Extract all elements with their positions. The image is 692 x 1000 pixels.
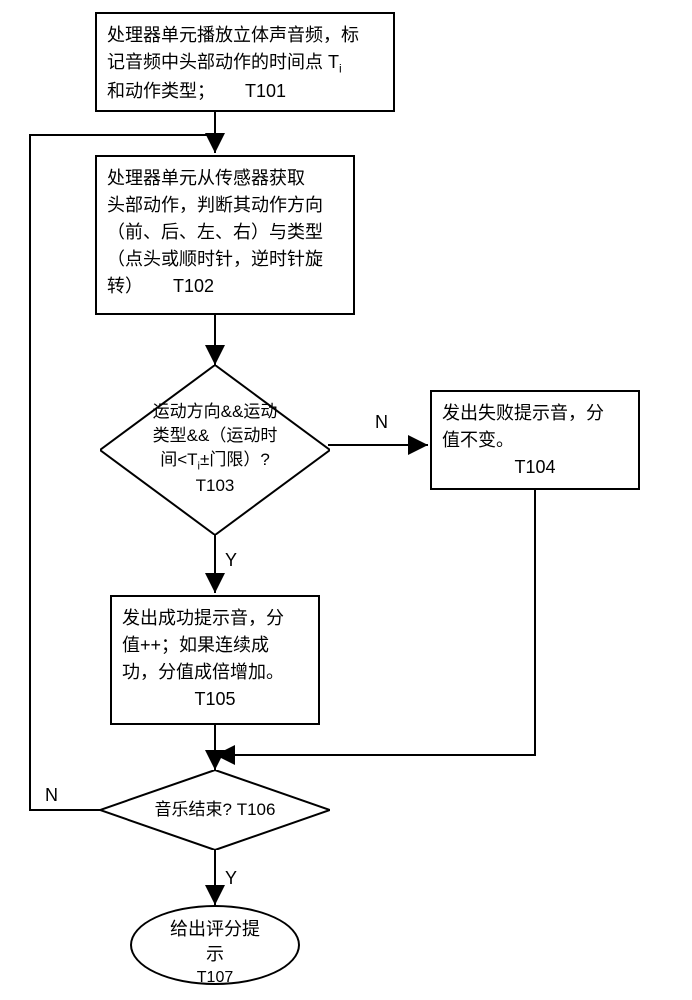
node-t102: 处理器单元从传感器获取 头部动作，判断其动作方向 （前、后、左、右）与类型 （点… (95, 155, 355, 315)
node-t101: 处理器单元播放立体声音频，标 记音频中头部动作的时间点 Ti 和动作类型； T1… (95, 12, 395, 112)
node-t106: 音乐结束? T106 (100, 770, 330, 850)
node-t105: 发出成功提示音，分 值++；如果连续成 功，分值成倍增加。 T105 (110, 595, 320, 725)
t102-l5: 转） (107, 276, 143, 296)
node-t103: 运动方向&&运动 类型&&（运动时 间<Ti±门限）? T103 (100, 365, 330, 535)
label-y1: Y (225, 550, 237, 571)
t103-l3b: ±门限）? (200, 450, 270, 469)
t103-l2: 类型&&（运动时 (135, 424, 295, 448)
t101-tag: T101 (245, 81, 286, 101)
t107-tag: T107 (132, 967, 298, 989)
node-t104: 发出失败提示音，分 值不变。 T104 (430, 390, 640, 490)
t105-l2: 值++；如果连续成 (122, 632, 308, 659)
label-y2: Y (225, 868, 237, 889)
t102-l4: （点头或顺时针，逆时针旋 (107, 246, 343, 273)
t102-l2: 头部动作，判断其动作方向 (107, 192, 343, 219)
t103-tag: T103 (135, 474, 295, 498)
t105-tag: T105 (122, 686, 308, 713)
t102-tag: T102 (173, 276, 214, 296)
t107-l2: 示 (206, 944, 224, 964)
t101-l1: 处理器单元播放立体声音频，标 (107, 25, 359, 45)
t104-tag: T104 (442, 454, 628, 481)
label-n1: N (375, 412, 388, 433)
t103-l3: 间<T (160, 450, 197, 469)
t102-l1: 处理器单元从传感器获取 (107, 165, 343, 192)
t105-l3: 功，分值成倍增加。 (122, 659, 308, 686)
node-t107: 给出评分提 示 T107 (130, 905, 300, 985)
t107-l1: 给出评分提 (132, 917, 298, 942)
t102-l3: （前、后、左、右）与类型 (107, 219, 343, 246)
t106-text: 音乐结束? T106 (145, 798, 285, 822)
t105-l1: 发出成功提示音，分 (122, 605, 308, 632)
label-n2: N (45, 785, 58, 806)
t103-l1: 运动方向&&运动 (135, 400, 295, 424)
t104-l1: 发出失败提示音，分 (442, 400, 628, 427)
t104-l2: 值不变。 (442, 427, 628, 454)
t101-l3: 和动作类型； (107, 81, 215, 101)
t101-l2-sub: i (339, 62, 342, 76)
t101-l2: 记音频中头部动作的时间点 T (107, 52, 339, 72)
